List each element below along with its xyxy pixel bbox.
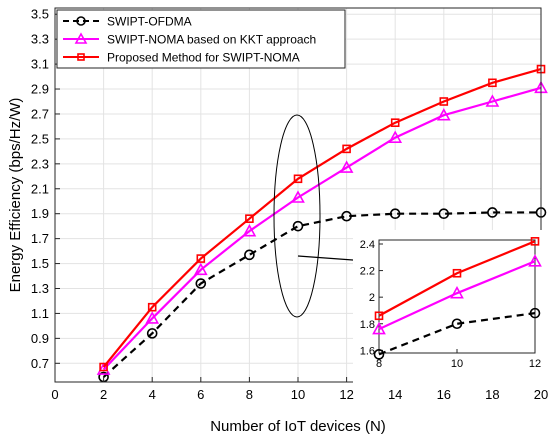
y-tick-label: 2.1 (31, 181, 49, 196)
y-tick-label: 0.9 (31, 331, 49, 346)
data-point-square (77, 53, 85, 61)
data-point-square (196, 254, 206, 263)
x-tick-label: 16 (437, 387, 451, 402)
legend-label: SWIPT-NOMA based on KKT approach (107, 33, 316, 47)
inset-x-tick-label: 8 (376, 358, 382, 370)
data-point-square (439, 97, 449, 106)
series-line (102, 68, 542, 368)
data-point-triangle (450, 286, 464, 299)
data-point-triangle (193, 262, 208, 276)
data-point-circle (487, 207, 498, 218)
x-tick-label: 14 (388, 387, 402, 402)
data-point-triangle (528, 254, 542, 267)
x-tick-label: 12 (339, 387, 353, 402)
data-point-square (99, 362, 108, 372)
y-tick-label: 2.9 (31, 82, 49, 97)
inset-y-tick-label: 2.4 (360, 239, 375, 251)
data-point-triangle (74, 32, 88, 44)
inset-y-tick-label: 2 (369, 292, 375, 304)
legend-box (56, 9, 346, 69)
y-tick-label: 0.7 (31, 356, 49, 371)
inset-y-tick-label: 1.6 (360, 345, 375, 357)
axes: 0 2 4 6 8 10 12 14 16 18 20 0.7 0.9 1.1 1.3 1.5 1.7 1.9 2.… (7, 7, 548, 435)
data-point-square (452, 268, 462, 278)
data-point-circle (529, 307, 541, 319)
data-point-square (488, 78, 497, 88)
y-tick-label: 3.3 (31, 32, 49, 47)
x-tick-label: 0 (51, 387, 58, 402)
data-point-triangle (372, 321, 386, 335)
data-point-square (374, 311, 384, 321)
y-tick-label: 1.5 (31, 256, 49, 271)
series-line (378, 312, 536, 356)
y-tick-label: 2.5 (31, 131, 49, 146)
series-line (378, 260, 536, 331)
x-axis-label: Number of IoT devices (N) (210, 418, 386, 435)
data-point-triangle (291, 190, 305, 203)
inset-x-tick-label: 12 (529, 358, 541, 370)
data-point-circle (451, 318, 463, 330)
x-tick-label: 8 (246, 387, 253, 402)
data-point-triangle (339, 160, 354, 173)
zoom-ellipse (273, 114, 321, 318)
data-point-circle (244, 249, 255, 261)
data-point-square (245, 214, 254, 223)
series-line (102, 86, 542, 371)
data-point-square (342, 144, 351, 154)
y-tick-label: 3.1 (31, 57, 49, 72)
x-tick-label: 4 (149, 387, 156, 402)
data-point-square (530, 237, 540, 246)
inset-y-tick-label: 1.8 (360, 319, 375, 331)
y-tick-label: 2.3 (31, 156, 49, 171)
data-point-square (390, 118, 400, 127)
data-point-circle (195, 278, 207, 289)
series-lines (96, 64, 548, 383)
y-tick-label: 1.3 (31, 281, 49, 296)
data-point-circle (146, 328, 158, 339)
x-tick-label: 18 (485, 387, 499, 402)
y-tick-label: 1.1 (31, 306, 49, 321)
y-axis-label: Energy Efficiency (bps/Hz/W) (7, 98, 24, 293)
inset-x-tick-label: 10 (451, 358, 463, 370)
y-tick-label: 3.5 (31, 7, 49, 22)
data-point-circle (438, 208, 450, 219)
data-point-circle (292, 220, 304, 232)
data-point-triangle (436, 108, 451, 121)
data-point-triangle (485, 94, 500, 107)
x-tick-label: 10 (291, 387, 305, 402)
data-point-square (293, 174, 303, 184)
data-point-triangle (388, 130, 403, 143)
x-tick-label: 6 (197, 387, 204, 402)
data-point-square (147, 302, 157, 312)
x-tick-label: 2 (100, 387, 107, 402)
data-point-circle (389, 208, 401, 219)
inset-y-tick-label: 2.2 (360, 266, 375, 278)
data-point-circle (76, 16, 86, 26)
legend: SWIPT-OFDMA SWIPT-NOMA based on KKT appro… (56, 9, 346, 69)
data-point-circle (341, 210, 352, 222)
inset-plot: 8 10 12 1.6 1.8 2 2.2 2.4 (353, 230, 547, 383)
data-point-circle (373, 349, 385, 360)
y-tick-label: 2.7 (31, 106, 49, 121)
data-point-triangle (145, 311, 160, 324)
x-tick-label: 20 (534, 387, 548, 402)
y-tick-label: 1.7 (31, 231, 49, 246)
data-point-triangle (242, 223, 257, 237)
legend-label: Proposed Method for SWIPT-NOMA (107, 51, 300, 65)
inset-frame (378, 239, 536, 354)
series-line (102, 211, 541, 378)
series-line (378, 240, 536, 317)
legend-label: SWIPT-OFDMA (107, 15, 192, 29)
y-tick-label: 1.9 (31, 206, 49, 221)
